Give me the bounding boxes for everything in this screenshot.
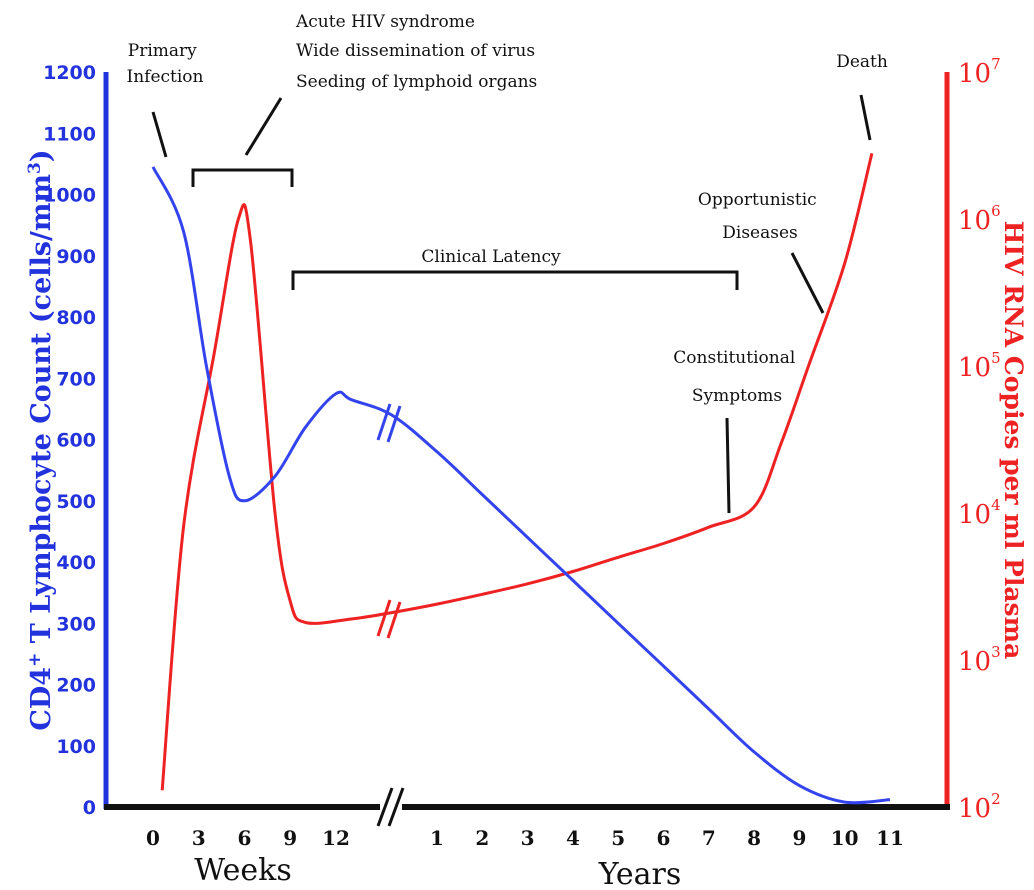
x-tick-label: 7	[702, 826, 716, 850]
right-tick-label: 107	[958, 55, 1001, 89]
left-tick-label: 600	[56, 430, 96, 452]
right-axis-title: HIV RNA Copies per ml Plasma	[999, 221, 1028, 660]
death-pointer	[859, 94, 872, 141]
acute-phase-bracket	[191, 168, 294, 187]
x-tick-label: 4	[566, 826, 580, 850]
x-tick-label: 0	[146, 826, 160, 850]
x-tick-label: 12	[322, 826, 350, 850]
left-tick-label: 0	[83, 797, 96, 819]
years-unit-label: Years	[598, 857, 682, 890]
left-tick-label: 300	[56, 613, 96, 635]
clinical-latency-label: Clinical Latency	[421, 247, 561, 267]
left-tick-label: 400	[56, 552, 96, 574]
left-tick-label: 900	[56, 246, 96, 268]
right-axis-ticks: 102 103 104 105 106 107	[958, 55, 1001, 824]
x-tick-label: 2	[475, 826, 489, 850]
x-axis-break	[376, 787, 405, 827]
weeks-unit-label: Weeks	[194, 853, 291, 888]
x-tick-label: 9	[792, 826, 806, 850]
left-tick-label: 1200	[43, 62, 96, 84]
hiv-rna-line	[160, 152, 874, 791]
left-axis-ticks: 0 100 200 300 400 500 600 700 800 900 1000 1100 1200	[43, 62, 96, 819]
left-tick-label: 700	[56, 368, 96, 390]
x-tick-label: 10	[831, 826, 859, 850]
left-axis-title: CD4+ T Lymphocyte Count (cells/mm3)	[25, 149, 57, 730]
x-tick-label: 3	[192, 826, 206, 850]
left-tick-label: 1100	[43, 123, 96, 145]
x-tick-label: 3	[521, 826, 535, 850]
primary-infection-label: Primary Infection	[127, 41, 204, 87]
left-tick-label: 800	[56, 307, 96, 329]
right-tick-label: 102	[958, 790, 1001, 824]
opportunistic-pointer	[790, 252, 825, 314]
right-tick-label: 105	[958, 349, 1001, 383]
x-tick-label: 6	[238, 826, 252, 850]
cd4-line-break	[376, 403, 402, 443]
left-tick-label: 500	[56, 491, 96, 513]
opportunistic-diseases-label: Opportunistic Diseases	[698, 190, 822, 243]
constitutional-symptoms-label: Constitutional Symptoms	[673, 348, 800, 406]
rna-line-break	[376, 599, 402, 639]
acute-hiv-label: Acute HIV syndrome Wide dissemination of…	[295, 12, 540, 92]
cd4-count-line	[151, 166, 891, 805]
x-tick-label: 8	[747, 826, 761, 850]
primary-infection-pointer	[151, 111, 168, 158]
x-tick-label: 9	[283, 826, 297, 850]
clinical-latency-bracket	[291, 270, 739, 290]
left-tick-label: 200	[56, 675, 96, 697]
right-tick-label: 103	[958, 643, 1001, 677]
left-tick-label: 1000	[43, 185, 96, 207]
x-tick-label: 5	[611, 826, 625, 850]
constitutional-pointer	[725, 417, 731, 514]
left-tick-label: 100	[56, 736, 96, 758]
x-tick-label: 1	[430, 826, 444, 850]
x-axis-ticks: 0 3 6 9 12 1 2 3 4 5 6 7 8 9 10 11	[146, 826, 904, 850]
x-tick-label: 11	[876, 826, 904, 850]
acute-pointer	[244, 97, 283, 156]
x-tick-label: 6	[657, 826, 671, 850]
death-label: Death	[836, 52, 888, 72]
right-tick-label: 104	[958, 496, 1001, 530]
right-tick-label: 106	[958, 202, 1001, 236]
